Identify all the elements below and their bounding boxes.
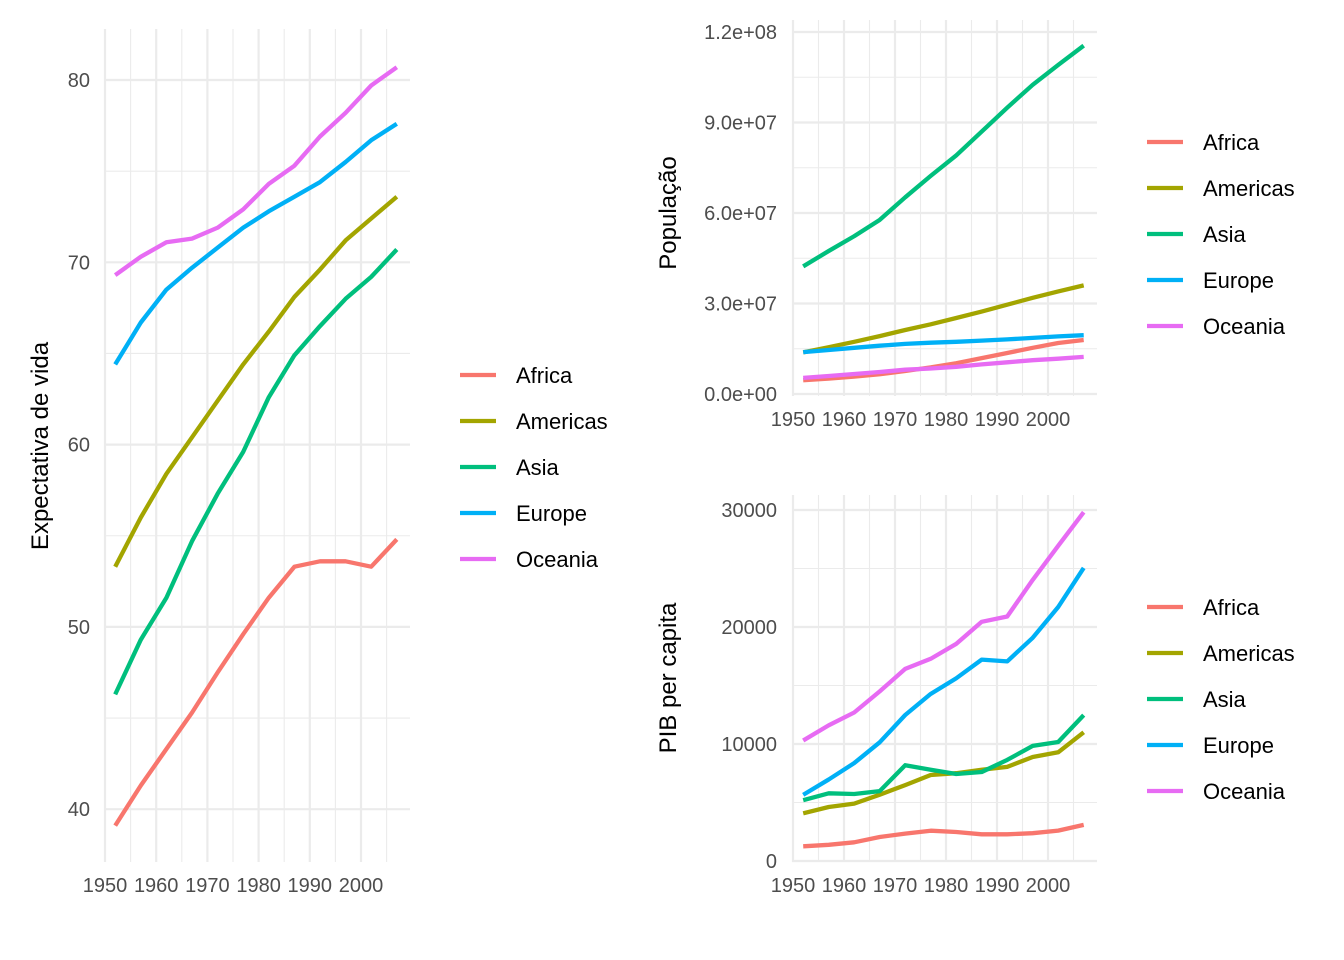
legend-label: Asia xyxy=(1203,687,1247,712)
y-tick-label: 50 xyxy=(68,617,90,639)
gdp-x-tick-labels: 1950 1960 1970 1980 1990 2000 xyxy=(771,875,1071,897)
x-tick-label: 1960 xyxy=(822,875,867,897)
legend-label: Americas xyxy=(1203,176,1295,201)
y-tick-label: 3.0e+07 xyxy=(704,294,777,316)
y-tick-label: 20000 xyxy=(721,617,777,639)
legend-item-asia: Asia xyxy=(1147,222,1247,247)
x-tick-label: 2000 xyxy=(1026,875,1071,897)
x-tick-label: 1980 xyxy=(236,875,281,897)
x-tick-label: 2000 xyxy=(339,875,384,897)
y-tick-label: 0 xyxy=(766,851,777,873)
legend-label: Africa xyxy=(1203,130,1260,155)
series-line-americas xyxy=(802,730,1086,816)
x-tick-label: 1970 xyxy=(185,875,230,897)
legend-label: Asia xyxy=(516,455,560,480)
x-tick-label: 2000 xyxy=(1026,409,1071,431)
series-line-africa xyxy=(803,337,1084,383)
y-tick-label: 70 xyxy=(68,252,90,274)
legend-label: Americas xyxy=(516,409,608,434)
x-tick-label: 1980 xyxy=(924,875,969,897)
life-gridlines xyxy=(103,29,410,862)
x-tick-label: 1990 xyxy=(975,409,1020,431)
x-tick-label: 1950 xyxy=(771,875,816,897)
legend-item-africa: Africa xyxy=(1147,595,1260,620)
series-line-europe xyxy=(802,566,1086,797)
legend-item-americas: Americas xyxy=(1147,641,1295,666)
legend-item-americas: Americas xyxy=(1147,176,1295,201)
series-line-europe xyxy=(113,121,398,366)
legend-item-oceania: Oceania xyxy=(1147,314,1286,339)
pop-gridlines xyxy=(791,20,1097,396)
legend-item-americas: Americas xyxy=(460,409,608,434)
series-line-europe xyxy=(803,333,1084,355)
gdp-series xyxy=(802,510,1086,849)
y-tick-label: 40 xyxy=(68,799,90,821)
series-line-asia xyxy=(802,43,1085,269)
population-panel: 0.0e+00 3.0e+07 6.0e+07 9.0e+07 1.2e+08 1950… xyxy=(655,20,1295,431)
series-line-oceania xyxy=(802,510,1086,743)
y-tick-label: 1.2e+08 xyxy=(704,22,777,44)
gdp-panel: 0 10000 20000 30000 1950 1960 1970 1980 1990 200… xyxy=(655,495,1295,897)
series-line-asia xyxy=(802,713,1086,803)
x-tick-label: 1990 xyxy=(975,875,1020,897)
legend-label: Oceania xyxy=(1203,779,1286,804)
y-tick-label: 6.0e+07 xyxy=(704,203,777,225)
pop-series xyxy=(802,43,1085,383)
series-line-americas xyxy=(802,283,1085,355)
gdp-y-tick-labels: 0 10000 20000 30000 xyxy=(721,500,777,873)
y-tick-label: 80 xyxy=(68,70,90,92)
series-line-americas xyxy=(113,195,399,568)
gdp-gridlines xyxy=(791,495,1097,863)
legend-item-europe: Europe xyxy=(460,501,587,526)
legend-label: Europe xyxy=(1203,268,1274,293)
x-tick-label: 1980 xyxy=(924,409,969,431)
y-tick-label: 0.0e+00 xyxy=(704,384,777,406)
legend-item-europe: Europe xyxy=(1147,268,1274,293)
x-tick-label: 1950 xyxy=(771,409,816,431)
legend-item-oceania: Oceania xyxy=(460,547,599,572)
legend-item-oceania: Oceania xyxy=(1147,779,1286,804)
pop-y-axis-title: População xyxy=(655,156,682,269)
life-expectancy-panel: 40 50 60 70 80 1950 1960 1970 1980 1990 2000 Expe… xyxy=(27,29,608,897)
life-y-tick-labels: 40 50 60 70 80 xyxy=(68,70,90,821)
x-tick-label: 1960 xyxy=(822,409,867,431)
x-tick-label: 1970 xyxy=(873,875,918,897)
legend-item-africa: Africa xyxy=(460,363,573,388)
legend-item-africa: Africa xyxy=(1147,130,1260,155)
pop-legend: Africa Americas Asia Europe Oceania xyxy=(1147,130,1295,339)
y-tick-label: 10000 xyxy=(721,734,777,756)
series-line-africa xyxy=(803,822,1085,849)
gdp-y-axis-title: PIB per capita xyxy=(655,602,682,753)
series-line-africa xyxy=(113,537,399,827)
legend-item-asia: Asia xyxy=(460,455,560,480)
legend-label: Africa xyxy=(516,363,573,388)
series-line-oceania xyxy=(803,354,1084,381)
legend-label: Europe xyxy=(1203,733,1274,758)
legend-item-europe: Europe xyxy=(1147,733,1274,758)
legend-label: Oceania xyxy=(516,547,599,572)
legend-label: Oceania xyxy=(1203,314,1286,339)
gdp-legend: Africa Americas Asia Europe Oceania xyxy=(1147,595,1295,804)
life-legend: Africa Americas Asia Europe Oceania xyxy=(460,363,608,572)
legend-label: Africa xyxy=(1203,595,1260,620)
legend-item-asia: Asia xyxy=(1147,687,1247,712)
pop-y-tick-labels: 0.0e+00 3.0e+07 6.0e+07 9.0e+07 1.2e+08 xyxy=(704,22,777,406)
x-tick-label: 1970 xyxy=(873,409,918,431)
series-line-asia xyxy=(113,248,399,696)
x-tick-label: 1960 xyxy=(134,875,179,897)
life-x-tick-labels: 1950 1960 1970 1980 1990 2000 xyxy=(83,875,384,897)
x-tick-label: 1950 xyxy=(83,875,128,897)
life-y-axis-title: Expectativa de vida xyxy=(27,341,54,550)
legend-label: Americas xyxy=(1203,641,1295,666)
life-series xyxy=(113,65,399,827)
y-tick-label: 30000 xyxy=(721,500,777,522)
legend-label: Asia xyxy=(1203,222,1247,247)
x-tick-label: 1990 xyxy=(288,875,333,897)
y-tick-label: 60 xyxy=(68,435,90,457)
series-line-oceania xyxy=(113,65,399,277)
legend-label: Europe xyxy=(516,501,587,526)
y-tick-label: 9.0e+07 xyxy=(704,113,777,135)
pop-x-tick-labels: 1950 1960 1970 1980 1990 2000 xyxy=(771,409,1071,431)
